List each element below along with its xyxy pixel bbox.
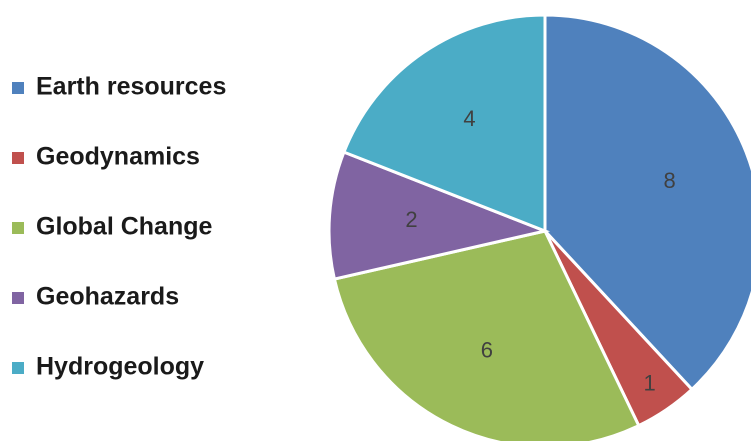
data-label: 8 [664,168,676,193]
data-label: 6 [481,337,493,362]
legend-swatch [12,292,24,304]
legend-label: Geohazards [36,283,179,311]
legend-swatch [12,152,24,164]
legend-swatch [12,82,24,94]
legend-label: Geodynamics [36,143,200,171]
data-label: 2 [405,207,417,232]
legend-swatch [12,362,24,374]
legend-swatch [12,222,24,234]
pie-slice [327,150,551,281]
pie-slice [543,13,751,392]
pie-slice [332,229,641,441]
legend-label: Global Change [36,213,213,241]
pie-slice [341,13,547,234]
legend-label: Hydrogeology [36,353,204,381]
data-label: 1 [644,370,656,395]
legend-label: Earth resources [36,73,226,101]
data-label: 4 [463,106,475,131]
